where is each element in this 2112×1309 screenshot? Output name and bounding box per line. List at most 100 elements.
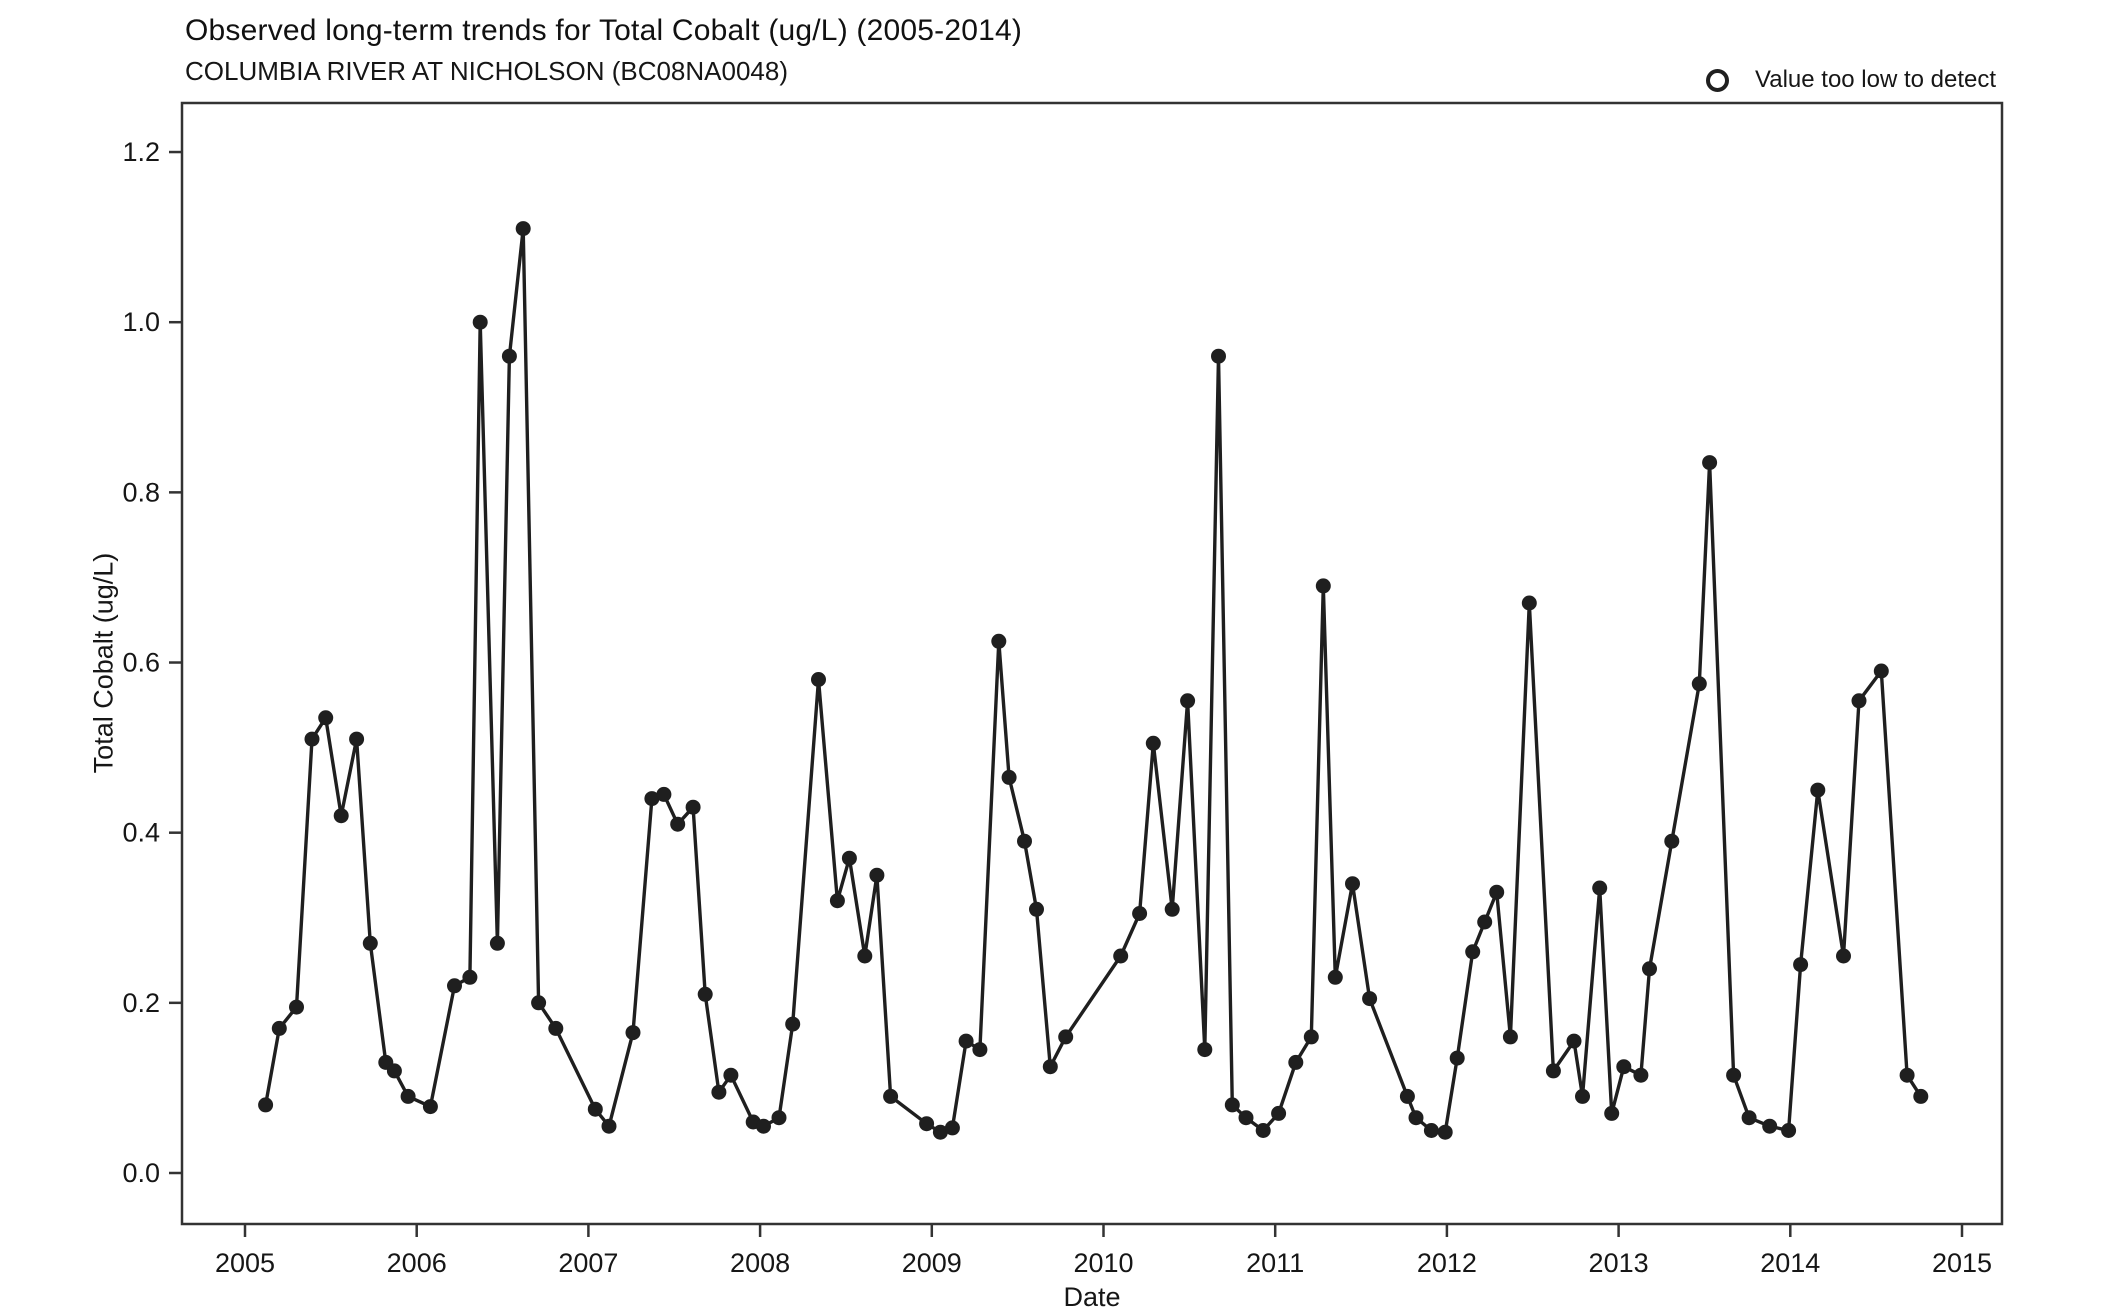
data-point (1238, 1110, 1254, 1126)
data-point (932, 1124, 948, 1140)
data-point (1575, 1088, 1590, 1104)
chart-subtitle: COLUMBIA RIVER AT NICHOLSON (BC08NA0048) (185, 56, 789, 86)
panel-border (180, 101, 2004, 1226)
data-point (531, 995, 547, 1011)
data-point (1664, 833, 1680, 849)
data-point (400, 1088, 416, 1104)
data-point (1913, 1088, 1929, 1104)
data-point (1781, 1123, 1797, 1138)
data-point (756, 1118, 771, 1134)
data-point (1180, 693, 1196, 709)
x-tick-label: 2009 (902, 1248, 962, 1278)
data-point (1001, 769, 1017, 785)
data-point (883, 1088, 899, 1104)
data-point (1873, 663, 1889, 679)
data-point (1288, 1054, 1304, 1070)
data-point (857, 948, 873, 964)
data-point (1315, 578, 1331, 594)
y-tick-label: 0.6 (122, 648, 160, 678)
data-point (489, 935, 505, 951)
data-point (1793, 957, 1809, 973)
data-point (1164, 901, 1180, 917)
data-point (1327, 969, 1343, 985)
data-point (811, 672, 826, 687)
data-point (1592, 880, 1608, 896)
data-point (1741, 1110, 1757, 1126)
y-tick-label: 0.8 (122, 477, 160, 507)
data-point (548, 1020, 564, 1036)
x-tick-label: 2005 (215, 1248, 275, 1278)
x-tick-label: 2015 (1932, 1248, 1992, 1278)
data-point (1465, 944, 1481, 960)
data-point (1113, 948, 1129, 964)
data-point (386, 1063, 402, 1079)
data-point (587, 1101, 603, 1117)
data-point (333, 808, 349, 824)
data-point (1810, 782, 1826, 798)
data-point (829, 893, 845, 909)
data-point (972, 1042, 988, 1058)
data-point (1836, 948, 1851, 964)
data-point (1449, 1050, 1465, 1066)
data-point (697, 986, 713, 1002)
data-point (349, 731, 365, 747)
data-point (869, 867, 885, 883)
data-point (289, 999, 304, 1015)
data-point (944, 1120, 960, 1136)
data-point (472, 314, 488, 330)
x-tick-label: 2010 (1073, 1248, 1133, 1278)
data-point (1029, 901, 1044, 917)
data-point (1132, 906, 1148, 921)
y-tick-label: 0.4 (122, 818, 160, 848)
data-point (644, 791, 660, 807)
data-point (318, 710, 334, 726)
data-point (841, 850, 857, 866)
data-point (422, 1099, 438, 1115)
data-point (515, 221, 531, 237)
y-axis-title: Total Cobalt (ug/L) (88, 552, 119, 774)
data-point (1851, 693, 1867, 709)
data-point (1633, 1067, 1649, 1083)
data-point (991, 633, 1007, 649)
data-point (625, 1025, 641, 1041)
data-point (1345, 876, 1360, 892)
x-tick-label: 2012 (1417, 1248, 1477, 1278)
legend: Value too low to detect (1706, 66, 1996, 94)
data-line (263, 226, 1923, 1134)
data-point (1303, 1029, 1319, 1045)
data-point (271, 1020, 287, 1036)
x-tick-label: 2006 (387, 1248, 447, 1278)
data-point (1502, 1029, 1518, 1045)
data-point (1521, 595, 1537, 611)
data-point (1197, 1042, 1213, 1058)
data-point (685, 799, 701, 815)
data-point (1399, 1088, 1415, 1104)
legend-label: Value too low to detect (1755, 66, 1997, 93)
data-point (1224, 1097, 1240, 1113)
data-point (1702, 455, 1718, 471)
data-point (1604, 1105, 1620, 1121)
y-tick-label: 1.0 (122, 307, 160, 337)
open-circle-icon (1706, 68, 1729, 92)
data-point (1042, 1059, 1058, 1075)
data-point (1477, 914, 1493, 930)
x-tick-label: 2011 (1246, 1248, 1304, 1278)
data-point (919, 1116, 935, 1132)
chart-title: Observed long-term trends for Total Coba… (185, 14, 1023, 47)
data-point (1271, 1105, 1287, 1121)
data-point (1145, 735, 1161, 751)
x-tick-label: 2013 (1589, 1248, 1649, 1278)
data-point (304, 731, 320, 747)
data-point (1616, 1059, 1632, 1075)
data-point (1423, 1123, 1439, 1138)
data-point (1545, 1063, 1561, 1079)
data-point (1017, 833, 1032, 849)
data-point (670, 816, 686, 832)
data-point (785, 1016, 801, 1032)
data-point (723, 1067, 739, 1083)
data-point (1762, 1118, 1778, 1134)
data-point (1058, 1029, 1074, 1045)
data-point (656, 786, 672, 802)
x-axis-title: Date (1063, 1282, 1121, 1309)
